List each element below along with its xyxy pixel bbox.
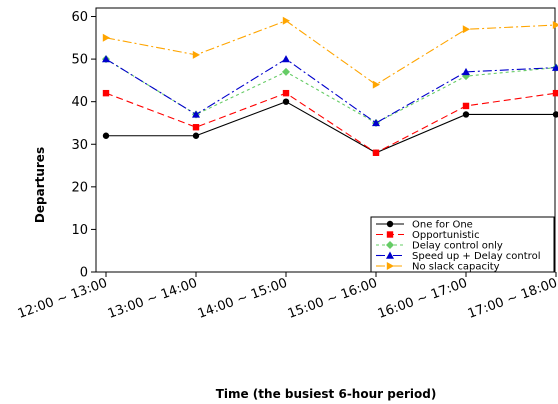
y-tick-label: 10 (71, 223, 88, 238)
data-point (552, 21, 558, 30)
series-line (105, 92, 557, 154)
x-tick-label: 15:00 ~ 16:00 (286, 276, 380, 322)
x-tick-label: 12:00 ~ 13:00 (16, 276, 110, 322)
y-tick-label: 50 (71, 53, 88, 68)
y-tick-label: 60 (71, 10, 88, 25)
data-point (552, 63, 558, 71)
x-tick-label: 13:00 ~ 14:00 (106, 276, 200, 322)
legend-label: One for One (412, 220, 473, 231)
data-point (192, 124, 200, 131)
data-point (552, 89, 558, 97)
y-axis-title: Departures (33, 147, 47, 223)
data-point (282, 89, 290, 97)
data-point (102, 33, 110, 42)
series-line (105, 58, 557, 124)
legend-marker (386, 231, 394, 238)
data-point (192, 50, 200, 59)
data-point (102, 132, 110, 139)
plot-frame (95, 7, 556, 273)
data-point (552, 111, 558, 118)
y-tick-label: 0 (80, 266, 88, 281)
data-point (372, 118, 380, 127)
legend-label: No slack capacity (412, 262, 500, 273)
data-point (192, 110, 200, 118)
x-tick-label: 17:00 ~ 18:00 (466, 276, 558, 322)
data-point (462, 111, 470, 118)
data-point (282, 55, 290, 63)
x-tick-label: 16:00 ~ 17:00 (376, 276, 470, 322)
legend-marker (386, 251, 394, 259)
series-line (106, 101, 556, 154)
data-point (462, 25, 470, 34)
data-point (102, 89, 110, 97)
series-line (105, 58, 557, 124)
y-tick-label: 30 (71, 138, 88, 153)
x-tick-label: 14:00 ~ 15:00 (196, 276, 290, 322)
data-point (372, 149, 380, 156)
legend-label: Opportunistic (412, 230, 480, 241)
data-point (372, 80, 380, 89)
y-tick-label: 20 (71, 180, 88, 195)
x-axis-title: Time (the busiest 6-hour period) (216, 387, 437, 401)
legend-marker (386, 220, 394, 228)
data-point (462, 102, 470, 110)
data-point (462, 67, 470, 76)
data-point (102, 55, 110, 63)
series-line (105, 20, 557, 86)
data-point (282, 67, 290, 76)
data-point (282, 16, 290, 25)
legend-marker (386, 262, 394, 270)
legend-marker (386, 241, 394, 249)
data-point (192, 132, 200, 139)
legend-label: Delay control only (412, 241, 503, 252)
legend-label: Speed up + Delay control (412, 251, 540, 262)
data-point (282, 98, 290, 105)
y-tick-label: 40 (71, 95, 88, 110)
